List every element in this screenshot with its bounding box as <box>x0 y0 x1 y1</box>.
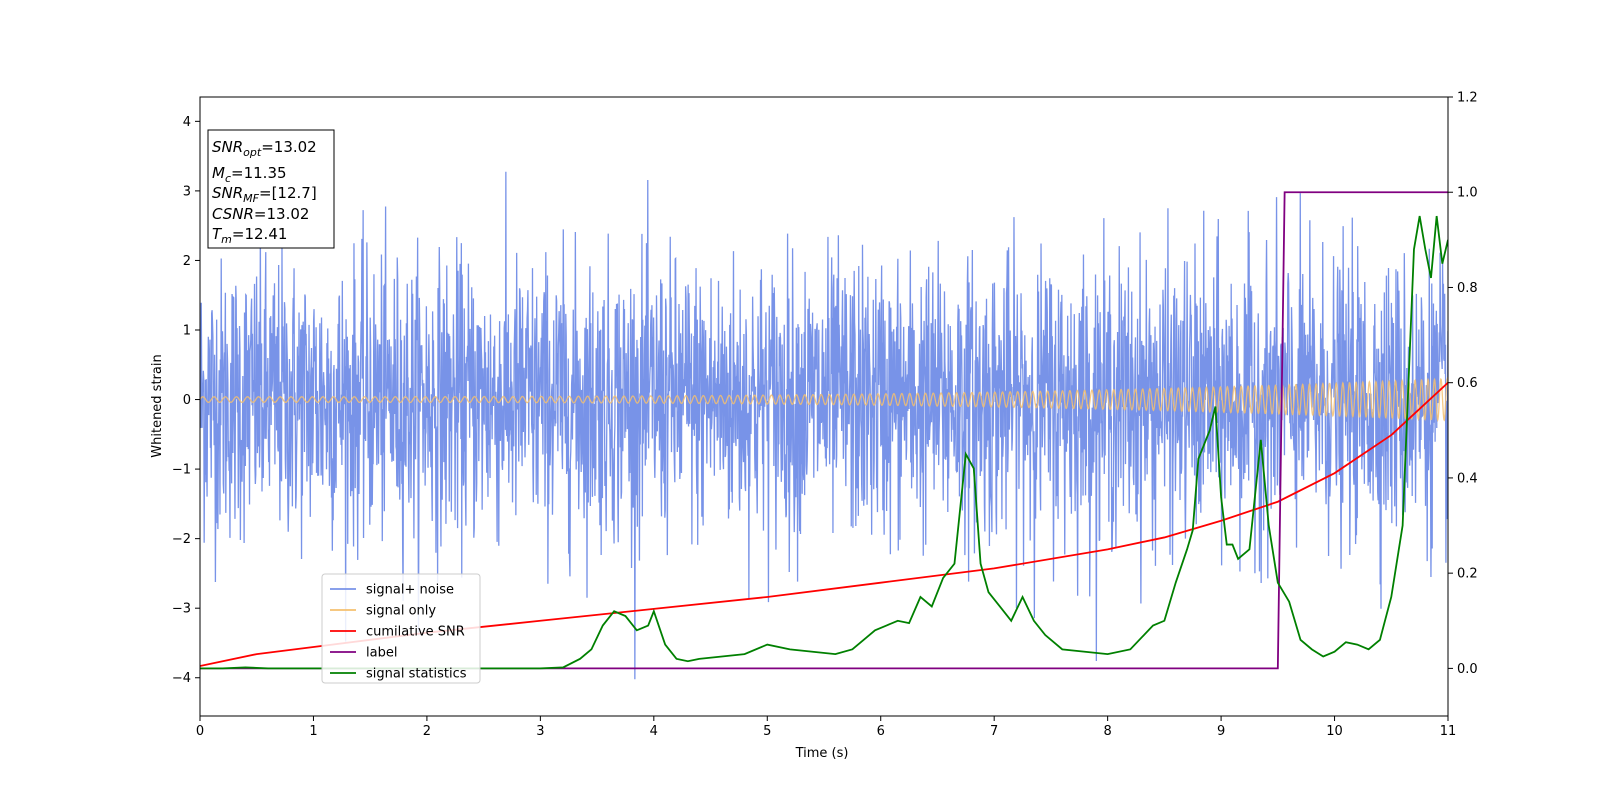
y-tick-label: 1 <box>183 323 191 338</box>
legend-entry: signal only <box>366 604 436 619</box>
y2-tick-label: 0.6 <box>1457 376 1478 391</box>
legend-entry: signal+ noise <box>366 583 454 598</box>
x-tick-label: 11 <box>1440 724 1457 739</box>
x-tick-label: 2 <box>423 724 431 739</box>
y-axis-left: 4 3 2 1 0 −1 −2 −3 −4 <box>172 115 200 686</box>
y-tick-label: 0 <box>183 393 191 408</box>
y-axis-label: Whitened strain <box>150 354 165 457</box>
y2-tick-label: 1.2 <box>1457 91 1478 106</box>
y2-tick-label: 0.0 <box>1457 662 1478 677</box>
y2-tick-label: 0.4 <box>1457 471 1478 486</box>
y-tick-label: −3 <box>172 602 191 617</box>
series-signal-noise-line <box>200 171 1448 680</box>
x-tick-label: 7 <box>990 724 998 739</box>
y2-tick-label: 0.8 <box>1457 281 1478 296</box>
series-signal-only-line <box>200 376 1448 422</box>
legend-entry: signal statistics <box>366 667 467 682</box>
x-tick-label: 10 <box>1326 724 1343 739</box>
x-axis-label: Time (s) <box>795 746 849 761</box>
y-tick-label: −1 <box>172 463 191 478</box>
info-tm: Tm=12.41 <box>212 225 287 246</box>
legend: signal+ noise signal only cumilative SNR la… <box>321 573 481 684</box>
x-tick-label: 5 <box>763 724 771 739</box>
legend-entry: label <box>366 646 397 661</box>
x-tick-label: 3 <box>536 724 544 739</box>
x-axis: 0 1 2 3 4 5 6 7 8 9 10 11 <box>196 716 1456 739</box>
y-axis-right: 1.2 1.0 0.8 0.6 0.4 0.2 0.0 <box>1448 91 1478 677</box>
y-tick-label: 2 <box>183 254 191 269</box>
legend-entry: cumilative SNR <box>366 625 465 640</box>
y-tick-label: 3 <box>183 184 191 199</box>
x-tick-label: 0 <box>196 724 204 739</box>
x-tick-label: 6 <box>877 724 885 739</box>
info-mc: Mc=11.35 <box>212 164 287 185</box>
info-snr-mf: SNRMF=[12.7] <box>212 184 317 205</box>
info-snr-opt: SNRopt=13.02 <box>212 138 317 159</box>
info-csnr: CSNR=13.02 <box>212 205 309 223</box>
x-tick-label: 1 <box>309 724 317 739</box>
series-label-line <box>200 191 1448 670</box>
y2-tick-label: 1.0 <box>1457 186 1478 201</box>
info-box: SNRopt=13.02 Mc=11.35 SNRMF=[12.7] CSNR=… <box>207 129 335 249</box>
x-tick-label: 8 <box>1103 724 1111 739</box>
y-tick-label: −2 <box>172 532 191 547</box>
y-tick-label: 4 <box>183 115 191 130</box>
y-tick-label: −4 <box>172 671 191 686</box>
plot-frame <box>199 96 1449 717</box>
x-tick-label: 4 <box>650 724 658 739</box>
legend-box <box>321 573 481 684</box>
x-tick-label: 9 <box>1217 724 1225 739</box>
y2-tick-label: 0.2 <box>1457 567 1478 582</box>
series-signal-statistics-line <box>200 215 1448 670</box>
